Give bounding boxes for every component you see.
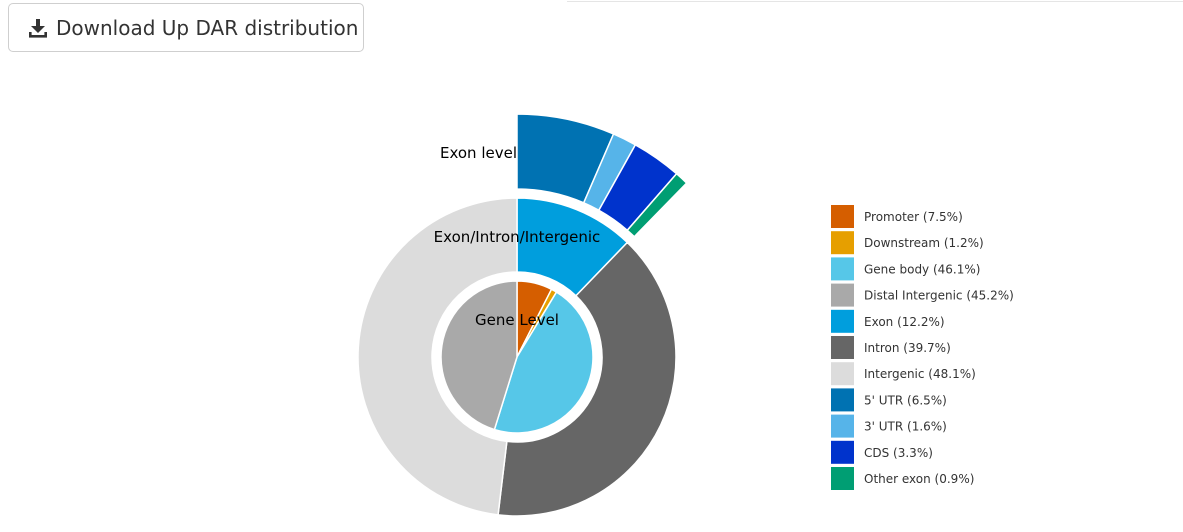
legend-item-distal-intergenic: Distal Intergenic (45.2%) [831,283,1014,307]
slice-gene-body[interactable] [493,291,594,434]
legend-label: Promoter (7.5%) [864,210,963,224]
legend-item-exon: Exon (12.2%) [831,309,945,333]
ring-label-gene-level: Gene Level [475,311,559,329]
download-button-label: Download Up DAR distribution [56,15,359,40]
download-up-dar-distribution-button[interactable]: Download Up DAR distribution [8,3,364,52]
legend-swatch [831,467,854,490]
legend-swatch [831,283,854,307]
legend-label: CDS (3.3%) [864,446,933,460]
legend-label: 5' UTR (6.5%) [864,393,947,407]
slice-intergenic[interactable] [357,197,518,516]
legend-item-5-utr: 5' UTR (6.5%) [831,388,947,412]
legend-item-promoter: Promoter (7.5%) [831,205,963,228]
legend-label: Distal Intergenic (45.2%) [864,289,1014,303]
legend: Promoter (7.5%) Downstream (1.2%) Gene bod… [831,205,1014,490]
legend-swatch [831,362,854,386]
legend-label: 3' UTR (1.6%) [864,420,947,434]
download-icon [29,18,47,38]
pie-layer [357,113,688,517]
legend-label: Intergenic (48.1%) [864,367,976,381]
legend-swatch [831,414,854,438]
legend-item-cds: CDS (3.3%) [831,440,933,464]
ring-label-exon-level: Exon level [440,144,517,162]
legend-item-other-exon: Other exon (0.9%) [831,467,974,490]
ring-label-exon-intron-intergenic: Exon/Intron/Intergenic [434,228,601,246]
legend-label: Exon (12.2%) [864,315,945,329]
legend-swatch [831,336,854,359]
legend-label: Gene body (46.1%) [864,262,980,276]
legend-swatch [831,388,854,412]
slice-intron[interactable] [497,241,677,517]
legend-item-intergenic: Intergenic (48.1%) [831,362,976,386]
legend-label: Downstream (1.2%) [864,236,984,250]
legend-swatch [831,440,854,464]
legend-label: Intron (39.7%) [864,341,951,355]
legend-item-gene-body: Gene body (46.1%) [831,257,980,281]
legend-item-downstream: Downstream (1.2%) [831,231,984,255]
legend-swatch [831,231,854,255]
top-divider [567,1,1183,2]
legend-item-3-utr: 3' UTR (1.6%) [831,414,947,438]
legend-label: Other exon (0.9%) [864,472,974,486]
slice-other-exon[interactable] [626,172,688,238]
slice-distal-intergenic[interactable] [440,280,518,431]
legend-item-intron: Intron (39.7%) [831,336,951,359]
legend-swatch [831,205,854,228]
legend-swatch [831,257,854,281]
legend-swatch [831,309,854,333]
